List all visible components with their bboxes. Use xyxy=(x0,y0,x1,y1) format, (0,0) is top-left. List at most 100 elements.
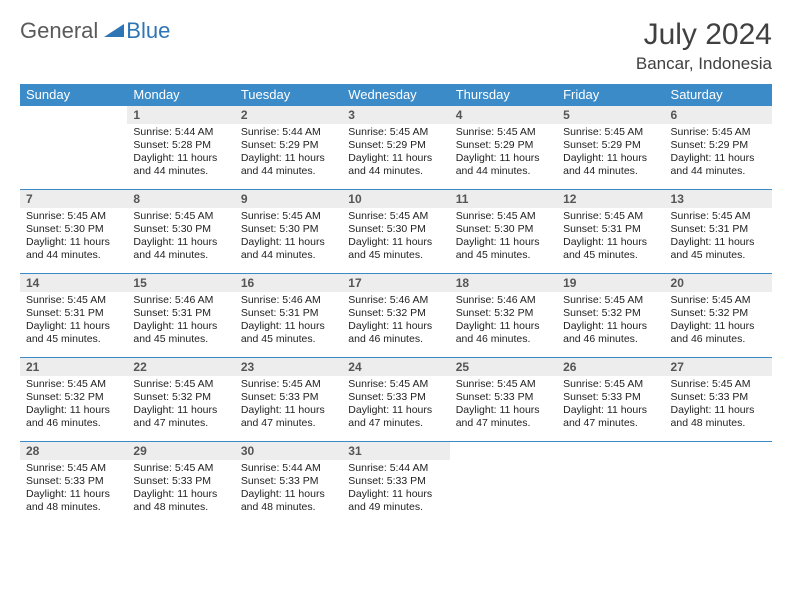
day-details: Sunrise: 5:45 AMSunset: 5:33 PMDaylight:… xyxy=(557,376,664,435)
day-number: 6 xyxy=(665,106,772,124)
daylight-text-2: and 47 minutes. xyxy=(456,417,551,430)
calendar-cell: 3Sunrise: 5:45 AMSunset: 5:29 PMDaylight… xyxy=(342,106,449,190)
calendar-cell: 10Sunrise: 5:45 AMSunset: 5:30 PMDayligh… xyxy=(342,190,449,274)
calendar-cell: 19Sunrise: 5:45 AMSunset: 5:32 PMDayligh… xyxy=(557,274,664,358)
sunrise-text: Sunrise: 5:45 AM xyxy=(26,462,121,475)
sunset-text: Sunset: 5:33 PM xyxy=(671,391,766,404)
calendar-cell: 6Sunrise: 5:45 AMSunset: 5:29 PMDaylight… xyxy=(665,106,772,190)
sunrise-text: Sunrise: 5:45 AM xyxy=(133,378,228,391)
day-details: Sunrise: 5:46 AMSunset: 5:32 PMDaylight:… xyxy=(342,292,449,351)
daylight-text-2: and 46 minutes. xyxy=(456,333,551,346)
calendar-cell: 17Sunrise: 5:46 AMSunset: 5:32 PMDayligh… xyxy=(342,274,449,358)
day-number: 17 xyxy=(342,274,449,292)
daylight-text-1: Daylight: 11 hours xyxy=(241,404,336,417)
day-details: Sunrise: 5:45 AMSunset: 5:32 PMDaylight:… xyxy=(665,292,772,351)
daylight-text-1: Daylight: 11 hours xyxy=(671,404,766,417)
day-number: 18 xyxy=(450,274,557,292)
day-number: 22 xyxy=(127,358,234,376)
sunrise-text: Sunrise: 5:45 AM xyxy=(563,126,658,139)
calendar-table: Sunday Monday Tuesday Wednesday Thursday… xyxy=(20,84,772,526)
calendar-week-row: 28Sunrise: 5:45 AMSunset: 5:33 PMDayligh… xyxy=(20,442,772,526)
day-details: Sunrise: 5:45 AMSunset: 5:32 PMDaylight:… xyxy=(557,292,664,351)
sunrise-text: Sunrise: 5:45 AM xyxy=(133,210,228,223)
sunrise-text: Sunrise: 5:44 AM xyxy=(348,462,443,475)
day-number: 3 xyxy=(342,106,449,124)
sunset-text: Sunset: 5:33 PM xyxy=(348,475,443,488)
calendar-cell: 21Sunrise: 5:45 AMSunset: 5:32 PMDayligh… xyxy=(20,358,127,442)
day-number: 23 xyxy=(235,358,342,376)
calendar-cell: 16Sunrise: 5:46 AMSunset: 5:31 PMDayligh… xyxy=(235,274,342,358)
day-details: Sunrise: 5:45 AMSunset: 5:30 PMDaylight:… xyxy=(127,208,234,267)
sunset-text: Sunset: 5:31 PM xyxy=(26,307,121,320)
daylight-text-2: and 45 minutes. xyxy=(26,333,121,346)
calendar-week-row: 7Sunrise: 5:45 AMSunset: 5:30 PMDaylight… xyxy=(20,190,772,274)
sunset-text: Sunset: 5:32 PM xyxy=(26,391,121,404)
calendar-cell: 20Sunrise: 5:45 AMSunset: 5:32 PMDayligh… xyxy=(665,274,772,358)
sunset-text: Sunset: 5:28 PM xyxy=(133,139,228,152)
sunset-text: Sunset: 5:33 PM xyxy=(133,475,228,488)
calendar-cell: 24Sunrise: 5:45 AMSunset: 5:33 PMDayligh… xyxy=(342,358,449,442)
sunset-text: Sunset: 5:32 PM xyxy=(348,307,443,320)
daylight-text-2: and 44 minutes. xyxy=(241,249,336,262)
sunset-text: Sunset: 5:29 PM xyxy=(671,139,766,152)
day-number: 4 xyxy=(450,106,557,124)
day-number: 24 xyxy=(342,358,449,376)
sunrise-text: Sunrise: 5:44 AM xyxy=(241,126,336,139)
daylight-text-1: Daylight: 11 hours xyxy=(26,236,121,249)
daylight-text-1: Daylight: 11 hours xyxy=(456,404,551,417)
sunrise-text: Sunrise: 5:46 AM xyxy=(456,294,551,307)
daylight-text-2: and 44 minutes. xyxy=(133,165,228,178)
daylight-text-2: and 48 minutes. xyxy=(241,501,336,514)
calendar-cell: 14Sunrise: 5:45 AMSunset: 5:31 PMDayligh… xyxy=(20,274,127,358)
sunset-text: Sunset: 5:33 PM xyxy=(348,391,443,404)
calendar-cell: 5Sunrise: 5:45 AMSunset: 5:29 PMDaylight… xyxy=(557,106,664,190)
day-number: 25 xyxy=(450,358,557,376)
sunrise-text: Sunrise: 5:45 AM xyxy=(563,210,658,223)
daylight-text-2: and 45 minutes. xyxy=(348,249,443,262)
sunset-text: Sunset: 5:33 PM xyxy=(241,475,336,488)
daylight-text-1: Daylight: 11 hours xyxy=(348,152,443,165)
sunset-text: Sunset: 5:32 PM xyxy=(133,391,228,404)
sunrise-text: Sunrise: 5:45 AM xyxy=(26,294,121,307)
day-number: 31 xyxy=(342,442,449,460)
daylight-text-1: Daylight: 11 hours xyxy=(563,236,658,249)
weekday-header: Friday xyxy=(557,84,664,106)
daylight-text-2: and 45 minutes. xyxy=(456,249,551,262)
day-number: 28 xyxy=(20,442,127,460)
day-details: Sunrise: 5:44 AMSunset: 5:29 PMDaylight:… xyxy=(235,124,342,183)
calendar-cell: 8Sunrise: 5:45 AMSunset: 5:30 PMDaylight… xyxy=(127,190,234,274)
day-number: 8 xyxy=(127,190,234,208)
day-details: Sunrise: 5:44 AMSunset: 5:28 PMDaylight:… xyxy=(127,124,234,183)
daylight-text-1: Daylight: 11 hours xyxy=(133,320,228,333)
sunset-text: Sunset: 5:30 PM xyxy=(26,223,121,236)
logo-triangle-icon xyxy=(104,21,124,42)
day-details: Sunrise: 5:45 AMSunset: 5:33 PMDaylight:… xyxy=(450,376,557,435)
calendar-cell: 28Sunrise: 5:45 AMSunset: 5:33 PMDayligh… xyxy=(20,442,127,526)
day-number: 12 xyxy=(557,190,664,208)
sunset-text: Sunset: 5:29 PM xyxy=(241,139,336,152)
day-number: 14 xyxy=(20,274,127,292)
day-details: Sunrise: 5:44 AMSunset: 5:33 PMDaylight:… xyxy=(342,460,449,519)
calendar-cell: 31Sunrise: 5:44 AMSunset: 5:33 PMDayligh… xyxy=(342,442,449,526)
sunrise-text: Sunrise: 5:45 AM xyxy=(456,378,551,391)
daylight-text-2: and 46 minutes. xyxy=(563,333,658,346)
sunrise-text: Sunrise: 5:45 AM xyxy=(671,378,766,391)
daylight-text-2: and 45 minutes. xyxy=(563,249,658,262)
daylight-text-1: Daylight: 11 hours xyxy=(563,404,658,417)
day-details: Sunrise: 5:45 AMSunset: 5:30 PMDaylight:… xyxy=(20,208,127,267)
sunset-text: Sunset: 5:33 PM xyxy=(241,391,336,404)
logo: General Blue xyxy=(20,18,170,44)
day-number: 30 xyxy=(235,442,342,460)
day-details: Sunrise: 5:45 AMSunset: 5:33 PMDaylight:… xyxy=(665,376,772,435)
day-details: Sunrise: 5:45 AMSunset: 5:29 PMDaylight:… xyxy=(665,124,772,183)
daylight-text-1: Daylight: 11 hours xyxy=(241,488,336,501)
sunrise-text: Sunrise: 5:45 AM xyxy=(456,126,551,139)
sunset-text: Sunset: 5:32 PM xyxy=(563,307,658,320)
daylight-text-1: Daylight: 11 hours xyxy=(241,236,336,249)
daylight-text-1: Daylight: 11 hours xyxy=(348,320,443,333)
daylight-text-2: and 46 minutes. xyxy=(348,333,443,346)
day-number: 10 xyxy=(342,190,449,208)
daylight-text-1: Daylight: 11 hours xyxy=(456,320,551,333)
daylight-text-2: and 48 minutes. xyxy=(133,501,228,514)
daylight-text-2: and 49 minutes. xyxy=(348,501,443,514)
